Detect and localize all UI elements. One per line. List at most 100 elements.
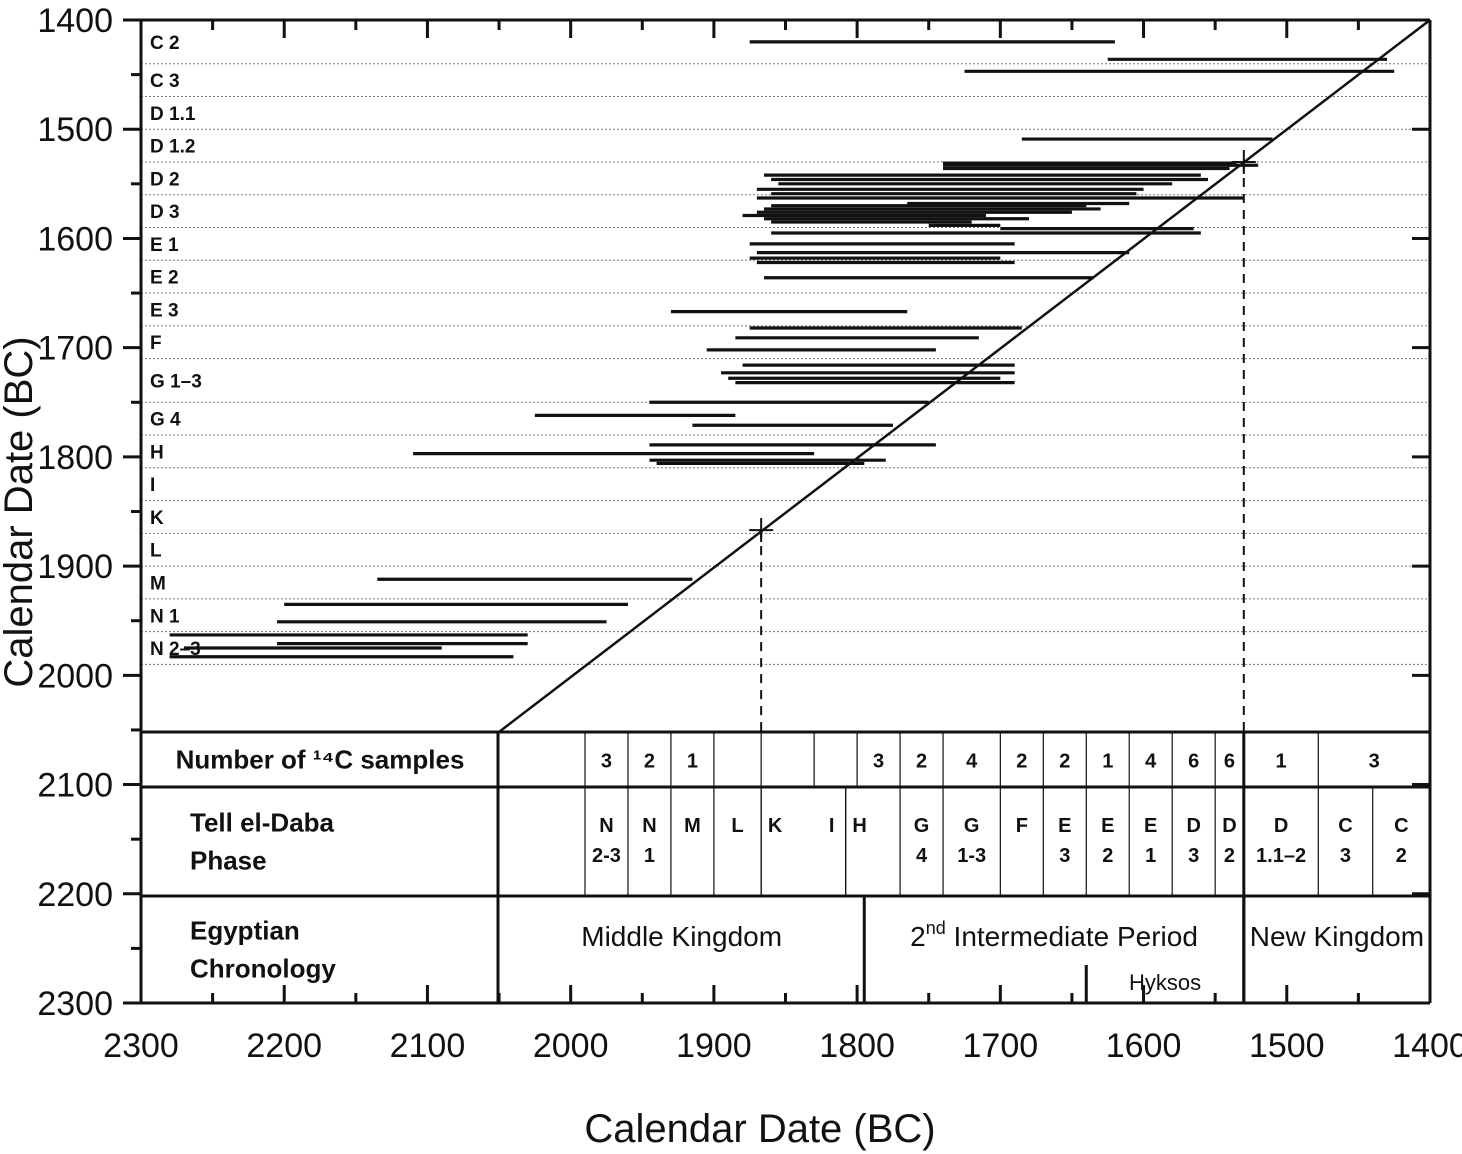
sample-count: 4 — [1145, 751, 1157, 773]
table-row-label: Number of ¹⁴C samples — [176, 745, 465, 775]
reference-line — [498, 19, 1431, 733]
phase-cell-label: 1 — [644, 845, 655, 867]
x-tick-label: 2000 — [533, 1027, 609, 1065]
calibrated-ranges — [169, 19, 1431, 1003]
y-tick-label: 1500 — [37, 111, 113, 149]
hyksos-label: Hyksos — [1129, 970, 1201, 995]
sample-count: 6 — [1188, 751, 1199, 773]
x-tick-label: 1900 — [676, 1027, 752, 1065]
y-tick-label: 2100 — [37, 767, 113, 805]
x-tick-label: 2300 — [103, 1027, 179, 1065]
y-tick-label: 1900 — [37, 548, 113, 586]
sample-count: 2 — [1059, 751, 1070, 773]
phase-label: G 4 — [150, 410, 181, 431]
y-tick-label: 1600 — [37, 220, 113, 258]
x-axis-title: Calendar Date (BC) — [584, 1107, 935, 1151]
phase-label: E 2 — [150, 268, 179, 289]
phase-cell-label: K — [768, 815, 783, 837]
phase-cell-label: 3 — [1340, 845, 1351, 867]
period-label: 2nd Intermediate Period — [910, 918, 1198, 952]
phase-label: E 3 — [150, 300, 179, 321]
phase-cell-label: C — [1338, 815, 1352, 837]
phase-cell-label: I — [829, 815, 835, 837]
phase-cell-label: E — [1144, 815, 1157, 837]
phase-label: K — [150, 508, 164, 529]
phase-cell-label: E — [1101, 815, 1114, 837]
phase-cell-label: 3 — [1059, 845, 1070, 867]
phase-label: D 1.1 — [150, 104, 196, 125]
table-row-label: Egyptian — [190, 916, 300, 946]
phase-cell-label: 2 — [1224, 845, 1235, 867]
phase-cell-label: C — [1394, 815, 1408, 837]
phase-cell-label: D — [1186, 815, 1200, 837]
table-row-label: Chronology — [190, 954, 336, 984]
y-tick-label: 2000 — [37, 657, 113, 695]
x-tick-label: 2100 — [390, 1027, 466, 1065]
phase-cell-label: 2 — [1102, 845, 1113, 867]
phase-label: N 1 — [150, 606, 180, 627]
phase-cell-label: E — [1058, 815, 1071, 837]
phase-cell-label: G — [914, 815, 930, 837]
sample-count: 1 — [687, 751, 698, 773]
phase-cell-label: 1-3 — [957, 845, 986, 867]
sample-count: 2 — [1016, 751, 1027, 773]
phase-cell-label: 1.1–2 — [1256, 845, 1306, 867]
phase-cell-label: L — [731, 815, 743, 837]
table-row-label: Phase — [190, 846, 267, 876]
y-tick-label: 1800 — [37, 439, 113, 477]
sample-count: 3 — [873, 751, 884, 773]
sample-count: 3 — [601, 751, 612, 773]
axes: 2300 2200 2100 2000 1900 1800 1700 1600 1500 1400… — [37, 2, 1462, 1065]
phase-cell-label: N — [599, 815, 613, 837]
phase-cell-label: 2-3 — [592, 845, 621, 867]
phase-cell-label: 2 — [1396, 845, 1407, 867]
phase-cell-label: 1 — [1145, 845, 1156, 867]
sample-count: 3 — [1369, 751, 1380, 773]
phase-cell-label: H — [852, 815, 866, 837]
phase-cell-label: F — [1016, 815, 1028, 837]
phase-label: L — [150, 541, 162, 562]
sample-count: 1 — [1102, 751, 1113, 773]
x-tick-label: 1400 — [1392, 1027, 1462, 1065]
y-tick-label: 1400 — [37, 2, 113, 40]
phase-cell-label: D — [1222, 815, 1236, 837]
phase-gridlines: C 2 C 3 D 1.1 D 1.2 D 2 D 3 E 1 E 2 E 3 F G 1–3 G 4… — [141, 33, 1430, 665]
y-axis-title: Calendar Date (BC) — [0, 336, 41, 687]
table-row-label: Tell el-Daba — [190, 808, 335, 838]
sample-count: 1 — [1275, 751, 1286, 773]
phase-label: D 1.2 — [150, 137, 195, 158]
period-label: Middle Kingdom — [581, 921, 782, 952]
period-label: New Kingdom — [1250, 921, 1424, 952]
chronology-table: Number of ¹⁴C samples Tell el-Daba Phase Eg… — [141, 730, 1430, 1003]
phase-label: I — [150, 475, 155, 496]
sample-count: 4 — [966, 751, 978, 773]
x-tick-label: 1500 — [1249, 1027, 1325, 1065]
x-tick-label: 1600 — [1106, 1027, 1182, 1065]
phase-label: D 3 — [150, 202, 180, 223]
sample-count: 2 — [916, 751, 927, 773]
phase-label: C 2 — [150, 33, 180, 54]
sample-count: 2 — [644, 751, 655, 773]
phase-cell-label: M — [684, 815, 701, 837]
phase-cell-label: G — [964, 815, 980, 837]
y-tick-label: 2300 — [37, 985, 113, 1023]
phase-cell-label: 4 — [916, 845, 928, 867]
phase-cell-label: 3 — [1188, 845, 1199, 867]
phase-label: C 3 — [150, 71, 180, 92]
x-tick-label: 1700 — [963, 1027, 1039, 1065]
phase-label: F — [150, 333, 162, 354]
phase-label: N 2–3 — [150, 639, 201, 660]
x-tick-label: 2200 — [246, 1027, 322, 1065]
y-tick-label: 1700 — [37, 330, 113, 368]
phase-label: M — [150, 573, 166, 594]
phase-label: D 2 — [150, 169, 180, 190]
phase-label: G 1–3 — [150, 371, 202, 392]
x-tick-label: 1800 — [819, 1027, 895, 1065]
phase-cell-label: D — [1274, 815, 1288, 837]
phase-label: H — [150, 442, 164, 463]
sample-count: 6 — [1224, 751, 1235, 773]
phase-cell-label: N — [642, 815, 656, 837]
y-tick-label: 2200 — [37, 876, 113, 914]
phase-label: E 1 — [150, 235, 179, 256]
